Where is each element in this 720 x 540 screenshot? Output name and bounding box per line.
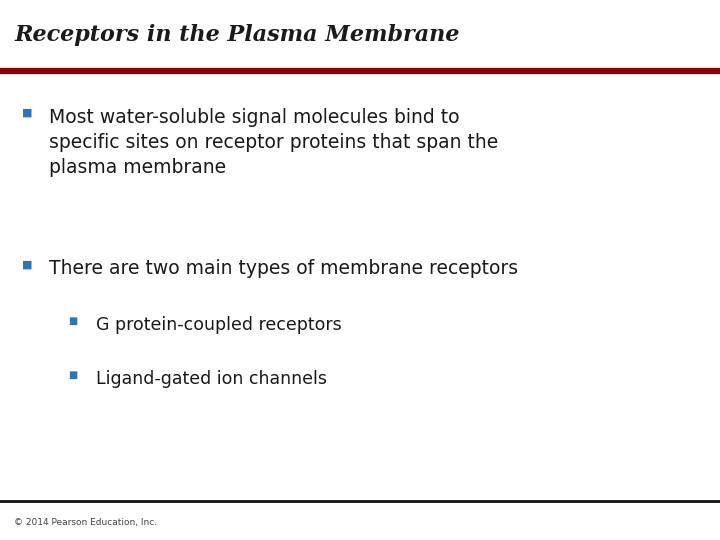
Text: Receptors in the Plasma Membrane: Receptors in the Plasma Membrane	[14, 24, 460, 46]
Text: There are two main types of membrane receptors: There are two main types of membrane rec…	[49, 259, 518, 278]
Text: ■: ■	[68, 316, 78, 326]
Text: Most water-soluble signal molecules bind to
specific sites on receptor proteins : Most water-soluble signal molecules bind…	[49, 108, 498, 177]
Text: © 2014 Pearson Education, Inc.: © 2014 Pearson Education, Inc.	[14, 517, 158, 526]
Text: ■: ■	[22, 259, 32, 269]
Text: Ligand-gated ion channels: Ligand-gated ion channels	[96, 370, 327, 388]
Text: G protein-coupled receptors: G protein-coupled receptors	[96, 316, 341, 334]
Text: ■: ■	[68, 370, 78, 380]
Text: ■: ■	[22, 108, 32, 118]
